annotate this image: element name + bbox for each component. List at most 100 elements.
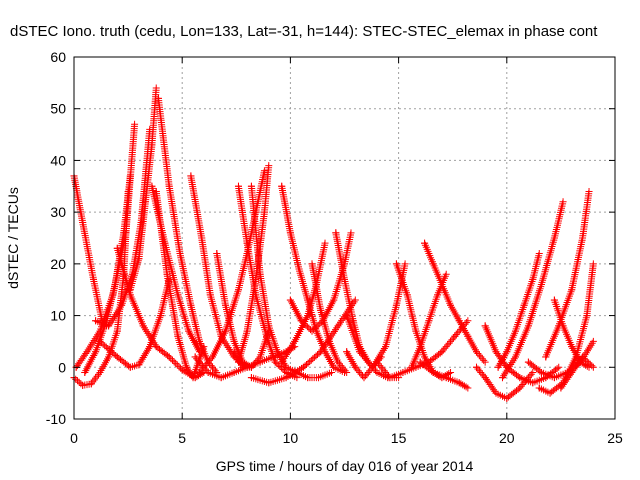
y-axis-label: dSTEC / TECUs	[5, 187, 21, 289]
data-point	[126, 291, 134, 299]
x-tick-label: 10	[283, 430, 299, 446]
data-point	[529, 368, 537, 376]
data-point	[373, 358, 381, 366]
data-point	[559, 198, 567, 206]
data-point	[382, 343, 390, 351]
data-point	[511, 327, 519, 335]
data-point	[260, 167, 268, 175]
data-point	[96, 337, 104, 345]
series-arc35	[498, 198, 567, 382]
data-point	[386, 374, 394, 382]
series-segment-points	[163, 270, 181, 338]
series-segment-points	[79, 219, 97, 281]
data-point	[524, 322, 532, 330]
data-point	[234, 286, 242, 294]
data-point	[511, 353, 519, 361]
series-arc32	[416, 358, 472, 392]
x-axis-label: GPS time / hours of day 016 of year 2014	[216, 458, 474, 474]
data-point	[447, 368, 455, 376]
data-point	[185, 327, 193, 335]
data-point	[399, 368, 407, 376]
data-point	[542, 353, 550, 361]
data-point	[304, 296, 312, 304]
data-point	[152, 343, 160, 351]
data-point	[369, 363, 377, 371]
data-point	[416, 343, 424, 351]
data-point	[529, 379, 537, 387]
data-point	[421, 353, 429, 361]
data-point	[282, 363, 290, 371]
data-point	[200, 343, 208, 351]
data-point	[87, 380, 95, 388]
data-point	[213, 250, 221, 258]
data-point	[503, 394, 511, 402]
data-point	[256, 270, 264, 278]
series-segment-points	[90, 275, 106, 323]
series-segment-points	[550, 200, 567, 242]
data-point	[92, 348, 100, 356]
data-point	[481, 322, 489, 330]
data-point	[537, 281, 545, 289]
data-point	[191, 353, 199, 361]
x-tick-label: 0	[70, 430, 78, 446]
series-segment-points	[198, 234, 214, 297]
data-point	[356, 348, 364, 356]
data-point	[113, 327, 121, 335]
series-segment-points	[295, 265, 311, 302]
data-point	[589, 260, 597, 268]
data-point	[196, 337, 204, 345]
data-point	[148, 141, 156, 149]
data-point	[89, 275, 97, 283]
plot-frame	[73, 56, 616, 420]
data-point	[304, 312, 312, 320]
data-point	[139, 322, 147, 330]
data-point	[297, 317, 305, 325]
data-point	[230, 368, 238, 376]
data-point	[555, 322, 563, 330]
data-point	[550, 296, 558, 304]
data-point	[481, 358, 489, 366]
y-tick-label: 10	[50, 308, 66, 324]
data-point	[492, 389, 500, 397]
data-point	[473, 363, 481, 371]
series-arc08	[154, 94, 221, 376]
data-point	[308, 327, 316, 335]
y-tick-label: 30	[50, 204, 66, 220]
y-tick-label: 60	[50, 49, 66, 65]
data-point	[178, 366, 186, 374]
series-segment-points	[542, 324, 562, 361]
data-point	[146, 343, 154, 351]
data-point	[392, 260, 400, 268]
data-point	[221, 327, 229, 335]
data-point	[568, 343, 576, 351]
data-point	[187, 172, 195, 180]
data-point	[154, 94, 162, 102]
x-tick-label: 25	[607, 430, 623, 446]
data-point	[516, 374, 524, 382]
data-point	[131, 120, 139, 128]
data-point	[174, 291, 182, 299]
data-point	[157, 312, 165, 320]
data-point	[537, 368, 545, 376]
data-point	[113, 353, 121, 361]
data-point	[243, 239, 251, 247]
data-point	[325, 337, 333, 345]
data-point	[230, 337, 238, 345]
series-segment-points	[579, 190, 593, 242]
x-tick-label: 5	[178, 430, 186, 446]
series-segment-points	[568, 236, 586, 294]
data-point	[176, 250, 184, 258]
data-point	[464, 332, 472, 340]
data-point	[498, 374, 506, 382]
data-point	[198, 234, 206, 242]
data-point	[187, 301, 195, 309]
y-tick-label: -10	[46, 411, 66, 427]
data-point	[113, 244, 121, 252]
data-point	[278, 358, 286, 366]
series-arc20	[278, 182, 348, 376]
series-arc22	[278, 239, 329, 366]
data-point	[265, 327, 273, 335]
data-point	[163, 270, 171, 278]
data-layer	[70, 84, 597, 402]
data-point	[583, 312, 591, 320]
